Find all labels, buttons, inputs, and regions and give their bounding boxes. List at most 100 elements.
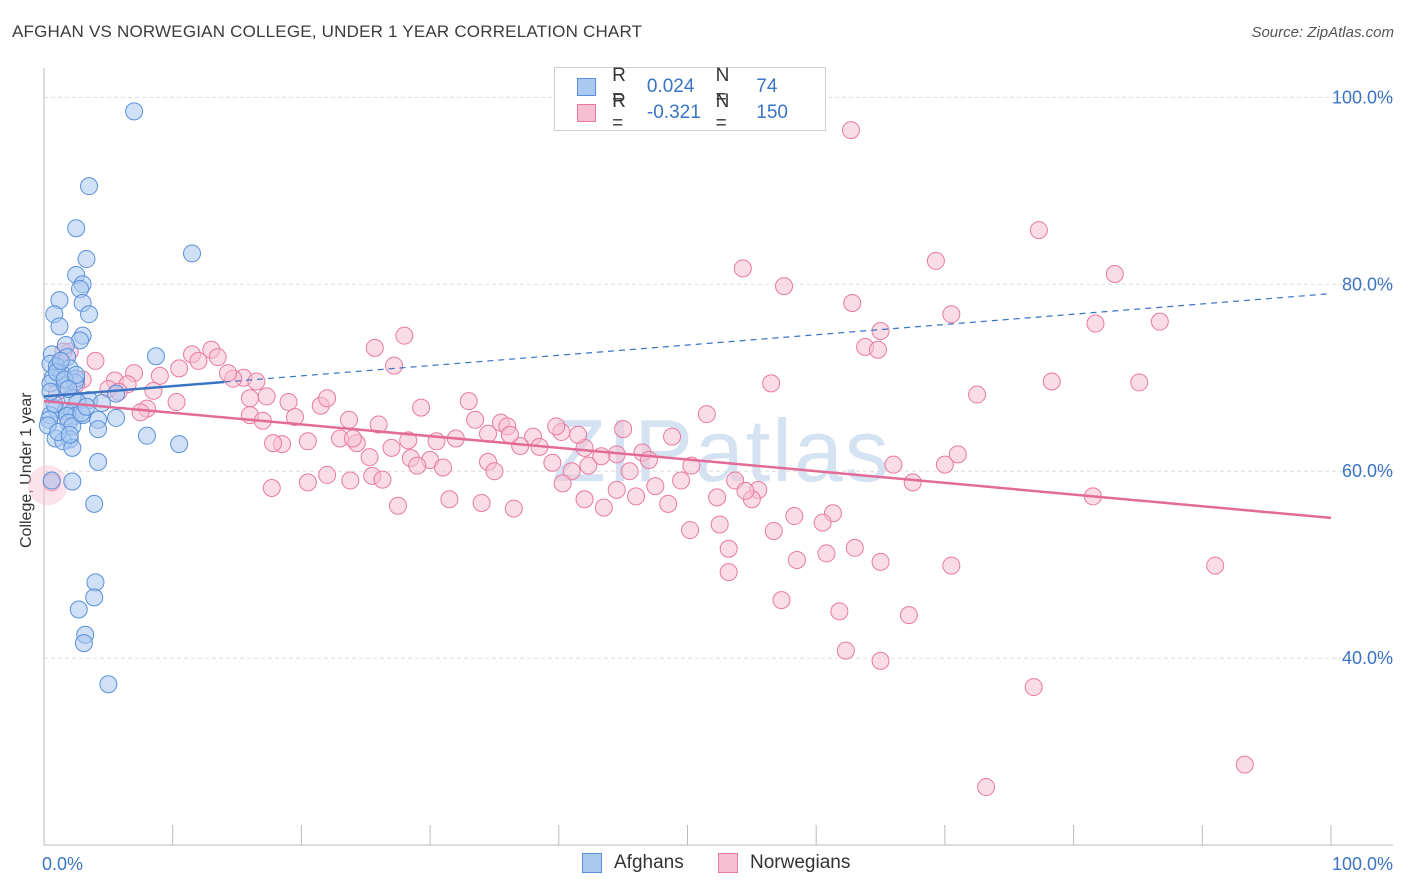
- norwegians-point: [440, 490, 459, 509]
- norwegians-point: [262, 479, 281, 498]
- afghans-point: [60, 425, 79, 444]
- legend-item-norwegians[interactable]: Norwegians: [718, 852, 850, 874]
- norwegians-point: [719, 563, 738, 582]
- norwegians-point: [830, 602, 849, 621]
- afghans-legend-swatch: [582, 853, 602, 873]
- norwegians-point: [871, 651, 890, 670]
- norwegians-point: [871, 552, 890, 571]
- norwegians-point: [318, 465, 337, 484]
- y-tick-label: 80.0%: [1342, 274, 1393, 294]
- norwegians-point: [968, 385, 987, 404]
- norwegians-point: [841, 121, 860, 140]
- afghans-point: [42, 471, 61, 490]
- norwegians-point: [733, 259, 752, 278]
- norwegians-point: [285, 407, 304, 426]
- norwegians-point: [382, 438, 401, 457]
- norwegians-point: [543, 453, 562, 472]
- norwegians-point: [817, 544, 836, 563]
- norwegians-point: [144, 381, 163, 400]
- norwegians-point: [627, 487, 646, 506]
- norwegians-point: [1130, 373, 1149, 392]
- afghans-point: [183, 244, 202, 263]
- afghans-point: [63, 472, 82, 491]
- norwegians-points: [27, 121, 1254, 797]
- norwegians-point: [240, 389, 259, 408]
- afghans-point: [85, 494, 104, 513]
- afghans-point: [89, 420, 108, 439]
- norwegians-point: [903, 473, 922, 492]
- norwegians-point: [298, 473, 317, 492]
- norwegians-point: [672, 471, 691, 490]
- n-value: 74: [756, 76, 778, 97]
- y-tick-label: 100.0%: [1332, 87, 1393, 107]
- norwegians-point: [899, 606, 918, 625]
- norwegians-point: [373, 470, 392, 489]
- norwegians-point: [719, 539, 738, 558]
- afghans-point: [107, 408, 126, 427]
- norwegians-point: [787, 550, 806, 569]
- norwegians-point: [547, 417, 566, 436]
- norwegians-point: [594, 498, 613, 517]
- afghans-point: [99, 675, 118, 694]
- afghans-point: [80, 305, 99, 324]
- trend-lines: [43, 293, 1332, 520]
- y-tick-label: 40.0%: [1342, 648, 1393, 668]
- r-label: R =: [612, 91, 626, 134]
- norwegians-point: [369, 415, 388, 434]
- x-tick-label: 0.0%: [42, 854, 83, 874]
- afghans-point: [85, 588, 104, 607]
- norwegians-point: [569, 425, 588, 444]
- norwegians-point: [264, 434, 283, 453]
- afghans-point: [74, 634, 93, 653]
- norwegians-point: [167, 393, 186, 412]
- afghans-point: [125, 102, 144, 121]
- norwegians-point: [433, 458, 452, 477]
- norwegians-point: [219, 364, 238, 383]
- norwegians-point: [298, 432, 317, 451]
- afghans-point: [146, 347, 165, 366]
- norwegians-point: [762, 374, 781, 393]
- tick-labels: 40.0% 60.0% 80.0% 100.0% 0.0% 100.0%: [42, 87, 1393, 874]
- r-label: R =: [612, 65, 626, 108]
- norwegians-point: [408, 456, 427, 475]
- norwegians-point: [708, 488, 727, 507]
- norwegians-point: [485, 462, 504, 481]
- afghans-trend-line-dashed: [224, 293, 1332, 383]
- norwegians-point: [845, 538, 864, 557]
- norwegians-point: [977, 778, 996, 797]
- series-legend: Afghans Norwegians: [0, 852, 1406, 876]
- norwegians-point: [395, 326, 414, 345]
- norwegians-point: [764, 522, 783, 540]
- norwegians-point: [553, 474, 572, 493]
- norwegians-point: [86, 351, 105, 370]
- norwegians-swatch: [577, 104, 597, 122]
- afghans-point: [92, 393, 111, 412]
- n-label: N =: [715, 65, 730, 108]
- norwegians-point: [620, 462, 639, 481]
- norwegians-legend-label: Norwegians: [750, 852, 851, 873]
- afghans-point: [80, 177, 99, 196]
- norwegians-point: [341, 471, 360, 490]
- afghans-point: [89, 452, 108, 471]
- legend-item-afghans[interactable]: Afghans: [582, 852, 684, 874]
- source-credit: Source: ZipAtlas.com: [1251, 24, 1394, 41]
- afghans-point: [67, 365, 86, 384]
- n-label: N =: [715, 91, 730, 134]
- norwegians-point: [1105, 265, 1124, 284]
- chart-title: AFGHAN VS NORWEGIAN COLLEGE, UNDER 1 YEA…: [12, 22, 643, 41]
- norwegians-point: [579, 456, 598, 475]
- norwegians-point: [500, 425, 519, 444]
- legend-row-norwegians: R = -0.321 N = 150: [577, 91, 825, 134]
- norwegians-point: [170, 359, 189, 378]
- norwegians-point: [785, 507, 804, 526]
- norwegians-point: [836, 641, 855, 660]
- correlation-legend: R = 0.024 N = 74 R = -0.321 N = 150: [554, 65, 826, 134]
- afghans-point: [137, 426, 156, 445]
- norwegians-point: [247, 372, 266, 391]
- x-tick-label: 100.0%: [1332, 854, 1393, 874]
- norwegians-point: [843, 293, 862, 312]
- norwegians-point: [1150, 312, 1169, 331]
- y-tick-label: 60.0%: [1342, 461, 1393, 481]
- norwegians-point: [459, 392, 478, 411]
